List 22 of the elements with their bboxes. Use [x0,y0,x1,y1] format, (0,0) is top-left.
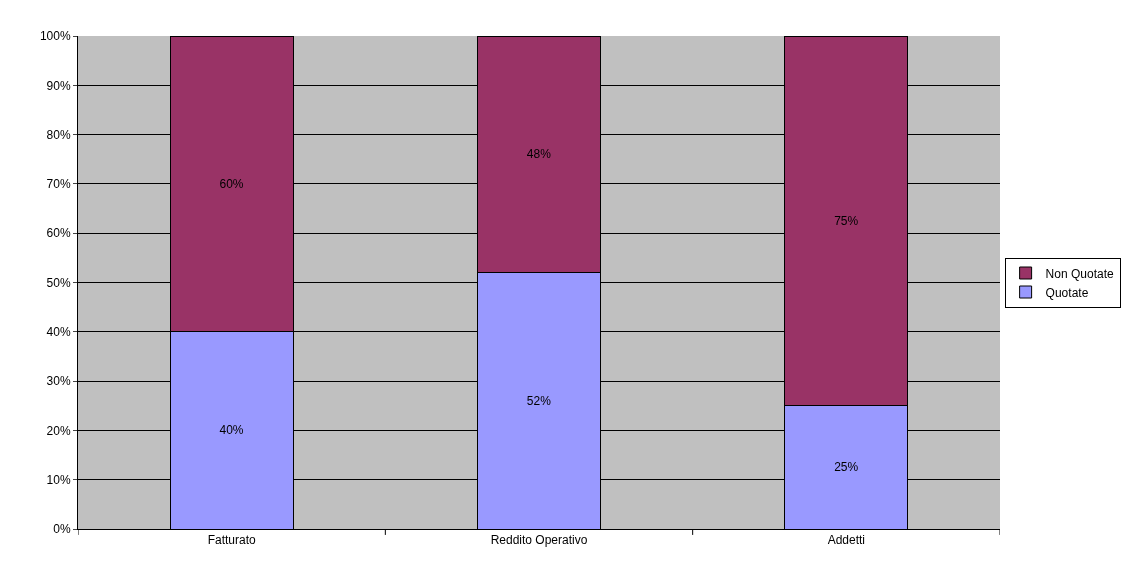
data-label: 52% [526,393,552,408]
data-label: 48% [526,147,552,162]
y-tick-label: 90% [46,78,71,93]
y-tick-label: 40% [46,325,71,339]
y-tick-label: 30% [46,374,71,389]
x-tick-label: Addetti [827,533,866,548]
data-label: 25% [834,460,859,475]
y-tick-label: 20% [46,423,71,438]
y-tick-label: 60% [46,226,71,241]
y-tick-label: 80% [46,127,71,142]
x-tick-label: Reddito Operativo [490,533,588,548]
data-label: 60% [219,176,244,191]
legend-label: Non Quotate [1045,266,1114,281]
legend-label: Quotate [1045,285,1089,300]
y-tick-label: 70% [46,177,71,192]
data-label: 75% [834,213,859,228]
data-label: 40% [219,423,244,438]
y-tick-label: 50% [46,275,71,290]
y-tick-label: 100% [39,29,71,44]
x-tick-label: Fatturato [207,533,256,548]
y-tick-label: 0% [53,522,71,537]
y-tick-label: 10% [46,472,71,487]
